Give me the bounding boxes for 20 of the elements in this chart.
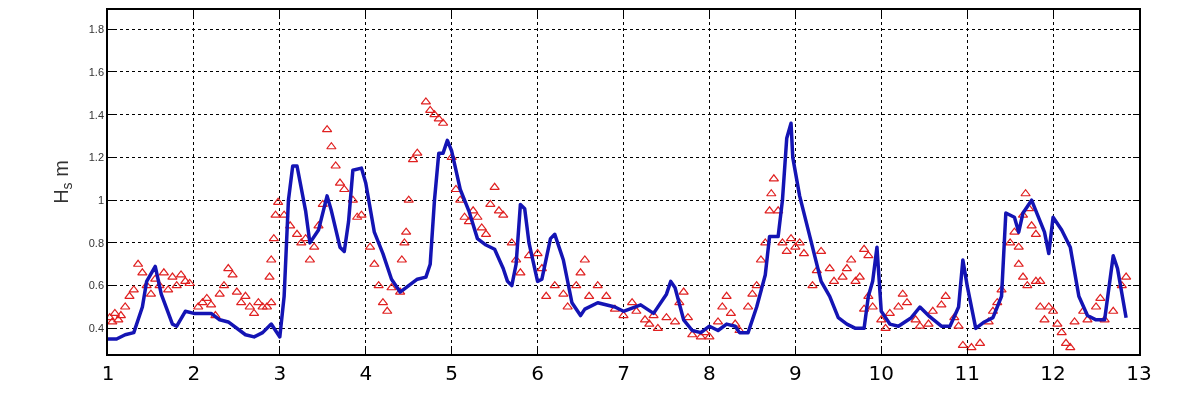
x-tick-label: 4 [359, 360, 373, 385]
x-tick-label: 7 [617, 360, 630, 385]
y-tick-label: 1.2 [88, 151, 105, 164]
y-tick-label: 1.8 [88, 23, 105, 36]
x-tick-label: 8 [703, 360, 716, 385]
x-tick-label: 3 [273, 360, 287, 385]
y-tick-label: 0.4 [88, 322, 105, 335]
y-tick-label: 1.4 [88, 108, 105, 121]
y-tick-label: 0.6 [88, 279, 105, 292]
x-tick-label: 12 [1040, 360, 1066, 385]
x-tick-label: 6 [531, 360, 544, 385]
y-tick-label: 1.6 [88, 65, 105, 78]
y-tick-label: 0.8 [88, 236, 105, 249]
x-tick-label: 10 [868, 360, 894, 385]
y-tick-label: 1 [97, 194, 105, 207]
x-tick-label: 11 [954, 360, 980, 385]
x-tick-label: 2 [187, 360, 201, 385]
x-tick-label: 13 [1126, 360, 1152, 385]
x-tick-label: 5 [445, 360, 459, 385]
x-tick-label: 9 [788, 360, 802, 385]
